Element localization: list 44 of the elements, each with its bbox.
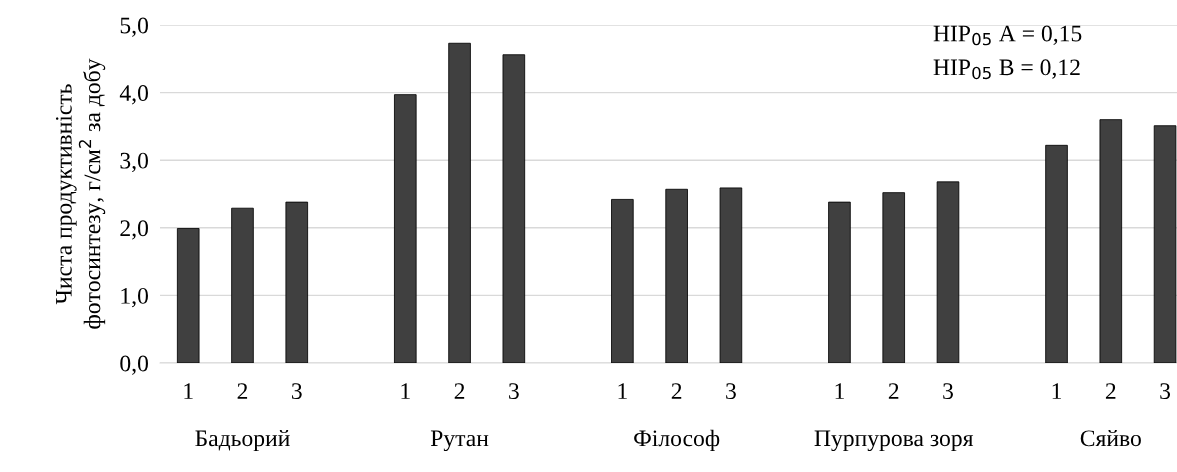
bar xyxy=(828,201,851,363)
x-tick-label: 1 xyxy=(835,383,844,399)
bar xyxy=(611,198,634,363)
x-tick-label: 1 xyxy=(1052,383,1062,399)
bar xyxy=(1099,119,1123,363)
x-tick-label: 2 xyxy=(888,383,899,399)
y-tick-label: 4,0 xyxy=(119,85,148,105)
bar xyxy=(719,187,743,363)
bar xyxy=(1045,144,1068,363)
x-tick-label: 3 xyxy=(291,383,302,400)
y-tick-label: 3,0 xyxy=(120,152,148,173)
annotation: НІР$_{05}$ А = 0,15 xyxy=(933,25,1082,46)
bar xyxy=(936,181,960,363)
bar xyxy=(285,201,309,363)
bar xyxy=(882,192,905,363)
text: Пурпурова зоря xyxy=(814,430,974,452)
y-tick-label: 2,0 xyxy=(120,220,148,240)
x-tick-label: 1 xyxy=(401,383,410,399)
bar xyxy=(665,188,688,363)
bar xyxy=(1153,125,1177,363)
x-tick-label: 3 xyxy=(509,383,519,400)
text: Сяйво xyxy=(1080,429,1141,447)
x-tick-label: 3 xyxy=(943,383,953,400)
y-tick-label: 5,0 xyxy=(120,17,148,37)
x-tick-label: 1 xyxy=(618,383,627,399)
y-axis-title: Чиста продуктивність фотосинтезу, г/см$^{2}$ за добу xyxy=(55,58,106,329)
bar xyxy=(502,54,526,363)
text: Бадьорий xyxy=(195,429,290,452)
y-tick-label: 1,0 xyxy=(121,287,148,308)
x-tick-label: 3 xyxy=(1160,383,1171,400)
y-tick-label: 0,0 xyxy=(120,355,148,375)
x-tick-label: 2 xyxy=(671,383,682,399)
annotation: НІР$_{05}$ В = 0,12 xyxy=(933,59,1080,80)
bar xyxy=(176,228,200,363)
text: Рутан xyxy=(430,430,489,452)
x-tick-label: 3 xyxy=(726,383,736,400)
text: Філософ xyxy=(634,429,720,452)
x-tick-label: 2 xyxy=(1105,383,1116,399)
bar xyxy=(394,94,417,363)
bar xyxy=(448,42,471,363)
x-tick-label: 2 xyxy=(454,383,465,399)
bar xyxy=(231,207,254,363)
x-tick-label: 2 xyxy=(237,383,248,399)
x-tick-label: 1 xyxy=(184,383,193,399)
